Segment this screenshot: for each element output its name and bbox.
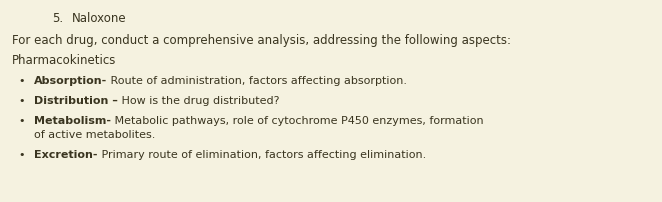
Text: Excretion-: Excretion- [34,149,97,159]
Text: Absorption-: Absorption- [34,76,107,86]
Text: Primary route of elimination, factors affecting elimination.: Primary route of elimination, factors af… [97,149,426,159]
Text: Naloxone: Naloxone [72,12,126,25]
Text: How is the drug distributed?: How is the drug distributed? [118,96,279,105]
Text: of active metabolites.: of active metabolites. [34,129,156,139]
Text: •: • [19,96,25,105]
Text: For each drug, conduct a comprehensive analysis, addressing the following aspect: For each drug, conduct a comprehensive a… [12,34,511,47]
Text: Metabolism-: Metabolism- [34,115,111,125]
Text: Metabolic pathways, role of cytochrome P450 enzymes, formation: Metabolic pathways, role of cytochrome P… [111,115,484,125]
Text: •: • [19,76,25,86]
Text: Pharmacokinetics: Pharmacokinetics [12,54,117,67]
Text: •: • [19,149,25,159]
Text: Distribution –: Distribution – [34,96,118,105]
Text: 5.: 5. [52,12,63,25]
Text: •: • [19,115,25,125]
Text: Route of administration, factors affecting absorption.: Route of administration, factors affecti… [107,76,407,86]
